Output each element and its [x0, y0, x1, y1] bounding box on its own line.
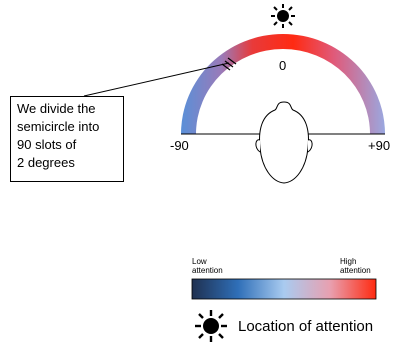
- head-icon: [255, 101, 313, 184]
- low-label-line-1: Low: [192, 257, 207, 266]
- high-label-line-2: attention: [340, 266, 371, 275]
- callout-line-2: semicircle into: [17, 119, 100, 134]
- high-attention-label: High attention: [340, 257, 371, 275]
- angle-label-0: 0: [279, 58, 287, 73]
- sun-icon-top: [271, 4, 295, 28]
- sun-icon-legend: [195, 310, 227, 342]
- callout-box: We divide the semicircle into 90 slots o…: [10, 96, 124, 182]
- high-label-line-1: High: [340, 257, 357, 266]
- low-attention-label: Low attention: [192, 257, 223, 275]
- low-label-line-2: attention: [192, 266, 223, 275]
- callout-line-4: 2 degrees: [17, 155, 75, 170]
- slot-tick-marks: [221, 57, 237, 71]
- callout-line-1: We divide the: [17, 101, 96, 116]
- callout-line-3: 90 slots of: [17, 137, 77, 152]
- attention-semicircle: [181, 34, 385, 134]
- angle-label-plus-90: +90: [368, 138, 391, 153]
- legend-label: Location of attention: [238, 318, 374, 335]
- angle-label-minus-90: -90: [170, 138, 189, 153]
- attention-colorbar: [191, 278, 377, 300]
- callout-pointer: [83, 62, 230, 97]
